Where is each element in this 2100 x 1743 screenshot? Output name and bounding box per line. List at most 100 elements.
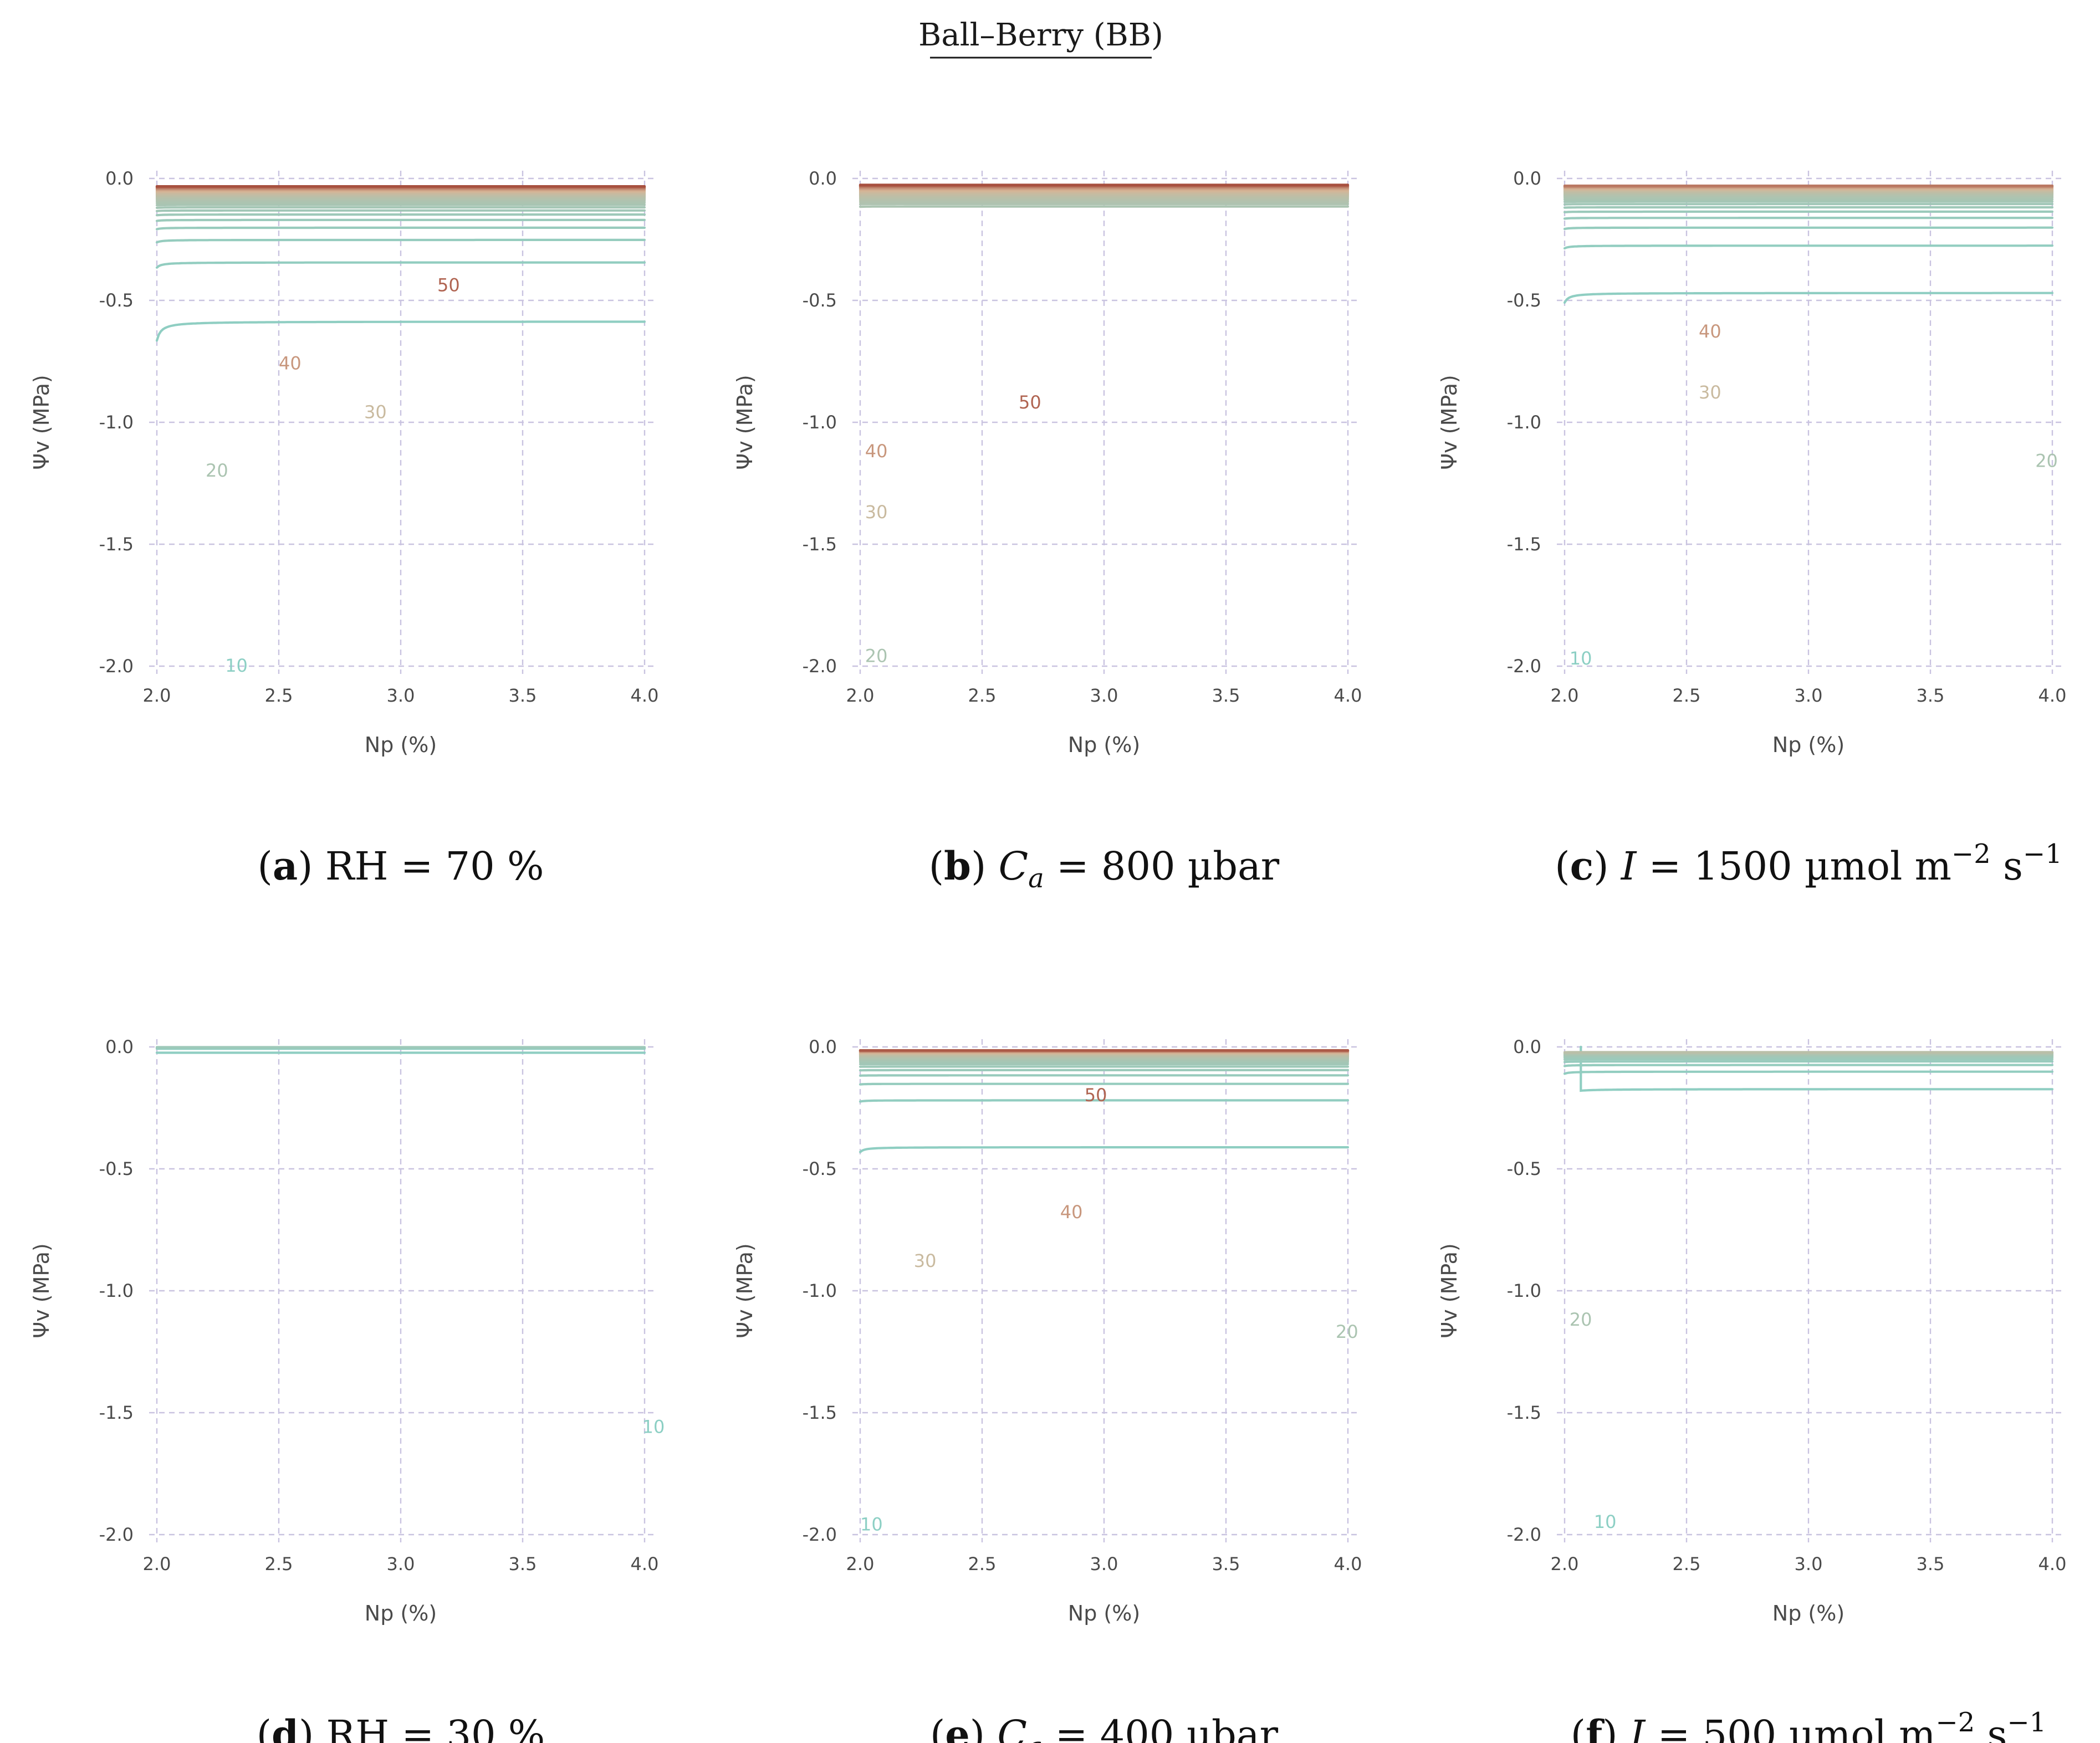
contour-label: 50: [1085, 1085, 1107, 1106]
panel-e: 50 40 30 20 10 2.0 2.5 3.0 3.5 4.0 0.0 -0.5 -1.0 -1.5…: [733, 1036, 1362, 1743]
x-tick-label: 3.5: [1917, 685, 1945, 706]
contour-label: 40: [865, 441, 888, 462]
contour-line-12: [859, 1099, 1350, 1103]
y-tick-label: -1.0: [803, 1280, 837, 1301]
panel-d: 10 2.0 2.5 3.0 3.5 4.0 0.0 -0.5 -1.0 -1.5 -2.0 Np (…: [29, 1036, 665, 1743]
x-tick-label: 2.5: [968, 685, 997, 706]
contour-line-19: [155, 203, 646, 207]
y-tick-label: -0.5: [803, 1158, 837, 1179]
y-tick-label: -1.5: [1507, 534, 1541, 555]
y-axis-label: Ψv (MPa): [29, 375, 54, 469]
contour-line-14: [859, 1074, 1350, 1077]
y-tick-label: 0.0: [105, 168, 134, 189]
y-tick-label: -2.0: [99, 1524, 134, 1545]
caption-paren-close: ): [970, 1712, 998, 1743]
x-tick-label: 4.0: [1334, 1553, 1362, 1575]
y-tick-label: -1.0: [803, 412, 837, 433]
contour-label: 50: [437, 275, 460, 296]
x-tick-label: 2.0: [143, 1553, 171, 1575]
caption-paren-open: (: [258, 844, 273, 889]
caption-equals: =: [389, 1712, 446, 1743]
caption-paren-open: (: [257, 1712, 272, 1743]
contour-lines: [859, 183, 1350, 208]
contour-line-16: [155, 213, 646, 217]
x-tick-label: 4.0: [1334, 685, 1362, 706]
subfigure-caption: (c) I = 1500 µmol m−2 s−1: [1555, 839, 2062, 889]
y-axis-label: Ψv (MPa): [733, 375, 757, 469]
caption-equals: =: [1645, 1712, 1702, 1743]
caption-equals: =: [388, 844, 445, 889]
grid: [149, 171, 658, 674]
x-tick-label: 2.0: [1551, 685, 1579, 706]
caption-variable: RH: [326, 1712, 390, 1743]
caption-paren-close: ): [299, 1712, 326, 1743]
contour-lines: [155, 1046, 646, 1054]
x-tick-label: 3.0: [1795, 685, 1823, 706]
contour-label: 30: [364, 401, 387, 422]
contour-label: 40: [1699, 321, 1721, 342]
contour-label: 10: [642, 1416, 665, 1437]
caption-paren-close: ): [298, 844, 325, 889]
x-tick-label: 4.0: [631, 1553, 659, 1575]
grid: [852, 171, 1361, 674]
contour-label: 20: [206, 460, 228, 481]
y-tick-label: -1.0: [99, 1280, 134, 1301]
y-tick-label: -0.5: [99, 1158, 134, 1179]
contour-label: 20: [865, 645, 888, 666]
caption-paren-open: (: [929, 844, 944, 889]
y-tick-label: -2.0: [1507, 1524, 1541, 1545]
contour-label: 30: [914, 1250, 937, 1271]
x-tick-label: 2.0: [846, 1553, 875, 1575]
contour-line-11: [1580, 1045, 2054, 1092]
caption-value: 1500 µmol m: [1694, 844, 1951, 889]
caption-superscript: −1: [2023, 839, 2062, 870]
x-axis-label: Np (%): [365, 1601, 437, 1626]
panel-b: 50 40 30 20 2.0 2.5 3.0 3.5 4.0 0.0 -0.5 -1.0 -1.5 -2…: [733, 168, 1362, 894]
x-tick-label: 2.5: [1673, 685, 1701, 706]
figure-title: Ball–Berry (BB): [918, 17, 1163, 53]
contour-line-14: [155, 226, 646, 231]
y-axis-label: Ψv (MPa): [29, 1243, 54, 1338]
caption-paren-open: (: [930, 1712, 945, 1743]
x-axis-label: Np (%): [365, 733, 437, 757]
contour-label: 10: [1570, 648, 1592, 669]
caption-variable: I: [1629, 1712, 1646, 1743]
caption-letter: d: [272, 1711, 299, 1743]
caption-paren-open: (: [1571, 1712, 1586, 1743]
caption-letter: e: [945, 1711, 970, 1743]
contour-line-13: [1563, 226, 2054, 231]
x-tick-label: 3.0: [1090, 1553, 1118, 1575]
y-tick-label: -0.5: [803, 290, 837, 311]
caption-value: 800 µbar: [1101, 844, 1280, 889]
contour-lines: [859, 1049, 1350, 1153]
x-tick-label: 3.0: [1090, 685, 1118, 706]
caption-subscript: a: [1027, 1731, 1043, 1743]
grid: [852, 1039, 1361, 1542]
contour-lines: [1563, 1045, 2054, 1092]
caption-variable: I: [1620, 844, 1637, 889]
contour-line-14: [1563, 1060, 2054, 1064]
caption-variable: C: [999, 844, 1029, 889]
y-tick-label: -2.0: [1507, 656, 1541, 677]
contour-line-16: [1563, 206, 2054, 209]
caption-variable: RH: [325, 844, 389, 889]
x-tick-label: 3.5: [1212, 1553, 1240, 1575]
caption-letter: c: [1570, 843, 1594, 889]
x-tick-label: 2.5: [265, 685, 293, 706]
y-tick-label: -1.0: [99, 412, 134, 433]
caption-superscript: −1: [2007, 1707, 2046, 1738]
x-tick-label: 2.5: [968, 1553, 997, 1575]
y-tick-label: -1.5: [803, 534, 837, 555]
subfigure-caption: (f) I = 500 µmol m−2 s−1: [1571, 1707, 2046, 1743]
contour-line-12: [155, 261, 646, 269]
x-tick-label: 3.0: [387, 1553, 415, 1575]
contour-line-13: [1563, 1064, 2054, 1067]
y-tick-label: -1.5: [99, 1402, 134, 1423]
x-tick-label: 4.0: [2038, 1553, 2067, 1575]
y-tick-label: 0.0: [809, 1036, 837, 1057]
caption-paren-close: ): [1593, 844, 1621, 889]
x-tick-label: 2.0: [143, 685, 171, 706]
contour-line-13: [859, 1082, 1350, 1086]
contour-line-11: [859, 1146, 1350, 1153]
